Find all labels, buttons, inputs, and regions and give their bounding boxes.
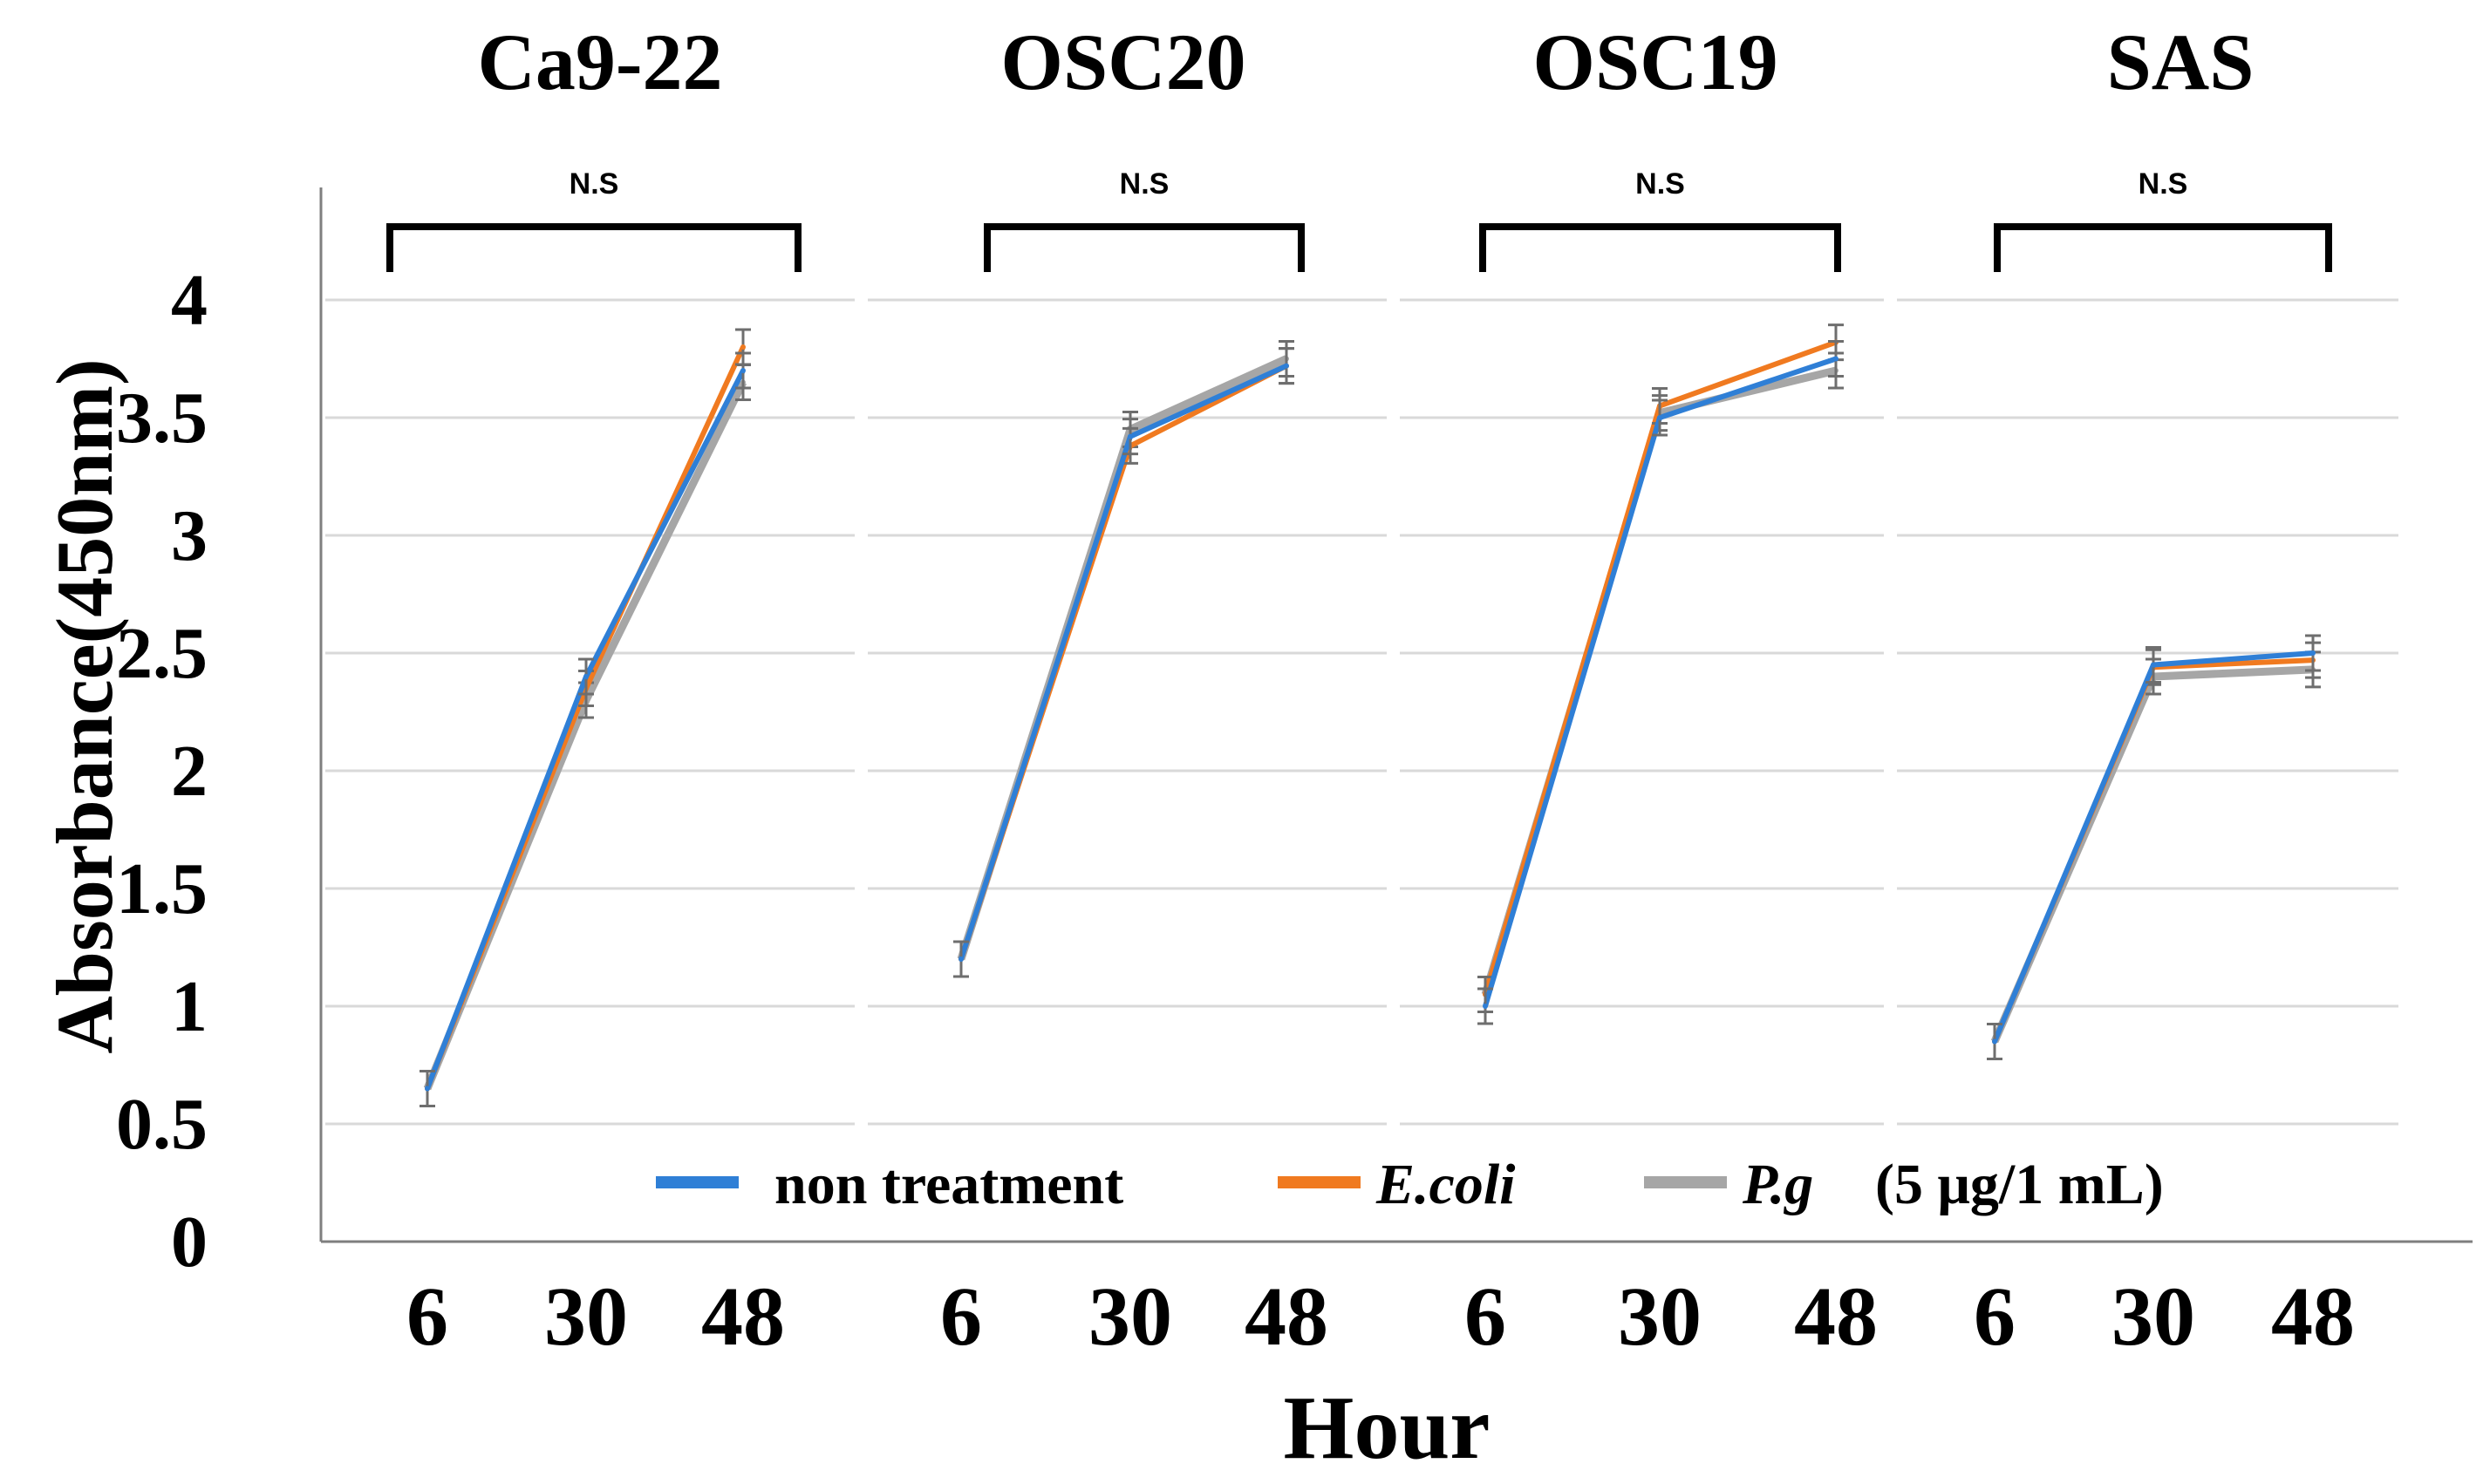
- legend-label: non treatment: [774, 1153, 1123, 1216]
- series-line-p-g: [1990, 665, 2314, 1044]
- y-tick-label: 3.5: [116, 378, 208, 459]
- legend-concentration-note: (5 μg/1 mL): [1875, 1153, 2164, 1216]
- y-tick-label: 3: [171, 495, 208, 576]
- significance-bracket: [1479, 223, 1841, 272]
- x-tick-label: 30: [1618, 1270, 1702, 1363]
- y-tick-label: 1: [171, 966, 208, 1047]
- data-point: [1657, 415, 1662, 420]
- data-point: [2310, 650, 2316, 656]
- y-tick-label: 0: [171, 1201, 208, 1283]
- y-axis-title: Absorbance(450nm): [40, 358, 129, 1053]
- y-tick-label: 2: [171, 731, 208, 812]
- panel-osc19: OSC19 N.S 6 30 48: [1464, 17, 1878, 1363]
- x-tick-label: 6: [940, 1270, 982, 1363]
- data-point: [740, 344, 746, 350]
- significance-label: N.S: [570, 167, 619, 201]
- data-point: [1128, 433, 1133, 439]
- y-tick-labels: 0 0.5 1 1.5 2 2.5 3 3.5 4: [116, 260, 208, 1283]
- data-point: [1284, 363, 1289, 369]
- data-point: [740, 368, 746, 373]
- data-point: [1833, 356, 1839, 362]
- significance-bracket: [1994, 223, 2332, 272]
- significance-label: N.S: [1120, 167, 1170, 201]
- data-point: [1483, 1004, 1488, 1009]
- significance-label: N.S: [1635, 167, 1685, 201]
- x-tick-label: 6: [1464, 1270, 1506, 1363]
- legend-label: P.g: [1742, 1153, 1813, 1216]
- data-point: [958, 956, 964, 962]
- data-point: [583, 674, 589, 679]
- x-tick-label: 48: [1794, 1270, 1878, 1363]
- legend: non treatment E.coli P.g (5 μg/1 mL): [656, 1153, 2164, 1216]
- x-axis-title: Hour: [1284, 1378, 1491, 1478]
- panel-osc20: OSC20 N.S 6 30 48: [940, 17, 1328, 1363]
- y-tick-label: 0.5: [116, 1084, 208, 1165]
- grid-layer: [325, 298, 2398, 1126]
- series-line-e-coli: [1992, 657, 2314, 1043]
- y-tick-label: 2.5: [116, 613, 208, 694]
- x-tick-label: 30: [2111, 1270, 2195, 1363]
- x-tick-label: 48: [2271, 1270, 2355, 1363]
- panel-sas: SAS N.S 6 30 48: [1974, 17, 2355, 1363]
- significance-bracket: [386, 223, 802, 272]
- panel-title: SAS: [2107, 17, 2255, 106]
- significance-label: N.S: [2139, 167, 2188, 201]
- series-line-non-treatment: [1992, 650, 2314, 1043]
- x-tick-label: 30: [1088, 1270, 1172, 1363]
- series-line-p-g: [1481, 366, 1838, 996]
- panel-title: OSC19: [1532, 17, 1777, 106]
- axis-layer: Absorbance(450nm) Hour: [40, 187, 2473, 1478]
- panel-ca9-22: Ca9-22 N.S 6 30 48: [386, 17, 802, 1363]
- x-tick-label: 48: [1245, 1270, 1328, 1363]
- panels: Ca9-22 N.S 6 30 48 OSC20 N.S 6 30 48 OSC19 N.S 6 30 48…: [386, 17, 2355, 1363]
- x-tick-label: 30: [544, 1270, 628, 1363]
- significance-bracket: [984, 223, 1305, 272]
- y-tick-label: 4: [171, 260, 208, 341]
- x-tick-label: 6: [1974, 1270, 2016, 1363]
- legend-label: E.coli: [1375, 1153, 1516, 1216]
- series-line-p-g: [423, 380, 747, 1091]
- data-point: [2151, 662, 2156, 668]
- data-point: [425, 1086, 430, 1092]
- data-point: [1992, 1038, 1997, 1045]
- panel-title: Ca9-22: [477, 17, 722, 106]
- panel-title: OSC20: [1000, 17, 1245, 106]
- x-tick-label: 6: [406, 1270, 448, 1363]
- series-line-e-coli: [1483, 339, 1838, 996]
- y-tick-label: 1.5: [116, 848, 208, 929]
- x-tick-label: 48: [701, 1270, 785, 1363]
- series-line-non-treatment: [1483, 356, 1837, 1007]
